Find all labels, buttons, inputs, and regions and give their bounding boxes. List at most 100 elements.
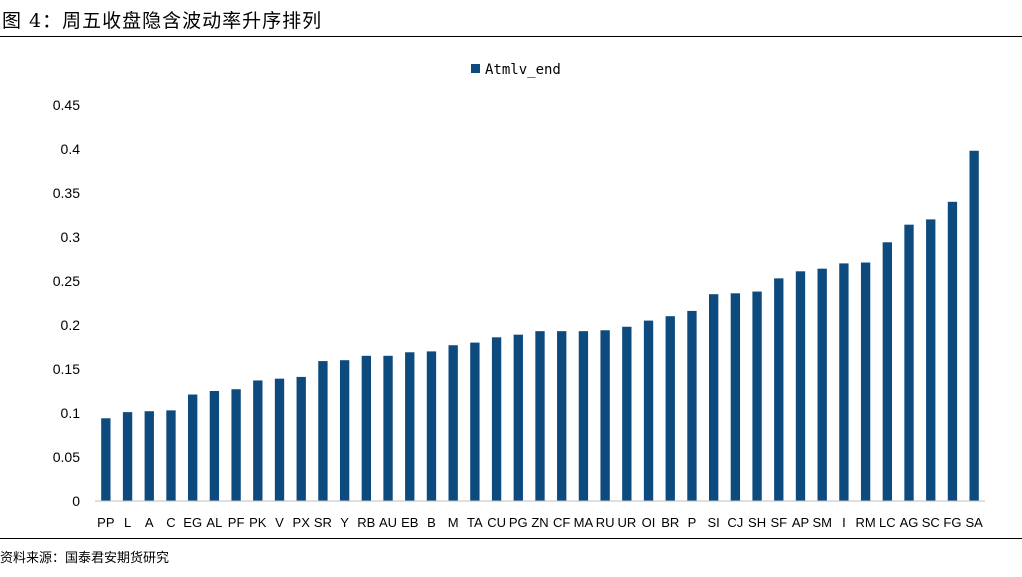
x-tick-label: FG xyxy=(943,515,961,530)
bar-y xyxy=(339,360,350,501)
x-tick-label: ZN xyxy=(531,515,548,530)
x-tick-label: MA xyxy=(574,515,594,530)
y-tick-label: 0.45 xyxy=(53,97,80,113)
title-bar: 图 4：周五收盘隐含波动率升序排列 xyxy=(0,0,1022,37)
bar-al xyxy=(209,391,220,501)
y-tick-label: 0.15 xyxy=(53,361,80,377)
x-tick-label: V xyxy=(275,515,284,530)
legend-swatch xyxy=(471,64,480,73)
bar-v xyxy=(274,378,285,501)
x-tick-label: CJ xyxy=(727,515,743,530)
bar-ap xyxy=(795,271,806,501)
bar-si xyxy=(708,294,719,501)
bar-m xyxy=(448,345,458,501)
bar-sa xyxy=(969,150,979,501)
x-tick-label: PK xyxy=(249,515,267,530)
y-tick-label: 0.3 xyxy=(61,229,81,245)
y-tick-label: 0.2 xyxy=(61,317,81,333)
x-tick-label: RM xyxy=(856,515,876,530)
bar-c xyxy=(166,410,176,501)
x-tick-label: PP xyxy=(97,515,114,530)
bar-pk xyxy=(253,380,263,501)
x-tick-label: SH xyxy=(748,515,766,530)
bar-br xyxy=(665,316,675,501)
bar-eb xyxy=(405,352,415,501)
y-tick-label: 0.35 xyxy=(53,185,80,201)
bar-rm xyxy=(860,262,871,501)
x-tick-label: P xyxy=(688,515,697,530)
x-tick-label: RU xyxy=(596,515,615,530)
bar-cu xyxy=(491,337,502,501)
bar-l xyxy=(122,412,133,501)
x-tick-label: L xyxy=(124,515,131,530)
x-tick-label: PF xyxy=(228,515,245,530)
x-tick-label: LC xyxy=(879,515,896,530)
bar-i xyxy=(839,263,849,501)
x-tick-label: SA xyxy=(965,515,983,530)
y-tick-label: 0.1 xyxy=(61,405,81,421)
x-tick-label: Y xyxy=(340,515,349,530)
bar-sr xyxy=(318,361,328,501)
bar-au xyxy=(383,355,393,501)
x-tick-label: I xyxy=(842,515,846,530)
x-tick-label: CF xyxy=(553,515,570,530)
bar-sm xyxy=(817,268,827,501)
x-tick-label: B xyxy=(427,515,436,530)
y-tick-label: 0.4 xyxy=(61,141,81,157)
source-note: 资料来源：国泰君安期货研究 xyxy=(0,551,170,566)
x-tick-label: AP xyxy=(792,515,809,530)
x-tick-label: BR xyxy=(661,515,679,530)
x-tick-label: EB xyxy=(401,515,418,530)
bar-ma xyxy=(578,331,589,501)
bar-sh xyxy=(752,291,762,501)
x-tick-label: AG xyxy=(900,515,919,530)
bar-cf xyxy=(557,331,567,501)
bar-eg xyxy=(188,394,198,501)
bar-ag xyxy=(904,224,914,501)
bar-pg xyxy=(513,334,523,501)
x-tick-label: SF xyxy=(770,515,787,530)
x-tick-label: OI xyxy=(642,515,656,530)
x-tick-label: AU xyxy=(379,515,397,530)
bar-px xyxy=(296,376,306,501)
x-tick-label: PX xyxy=(293,515,311,530)
bar-ru xyxy=(600,330,610,501)
x-tick-label: PG xyxy=(509,515,528,530)
bar-a xyxy=(144,411,154,501)
bar-lc xyxy=(882,242,892,501)
bar-sf xyxy=(774,278,784,501)
x-tick-label: UR xyxy=(617,515,636,530)
bar-rb xyxy=(361,355,372,501)
bar-sc xyxy=(926,219,936,501)
y-tick-label: 0.25 xyxy=(53,273,80,289)
x-tick-label: EG xyxy=(183,515,202,530)
bar-cj xyxy=(730,293,741,501)
x-axis: PP L A C EG AL PF PK V PX SR Y RB AU EB B M TA CU PG ZN CF MA R… xyxy=(95,500,985,530)
chart-legend: Atmlv_end xyxy=(471,62,561,78)
bar-zn xyxy=(535,331,545,501)
x-tick-label: M xyxy=(448,515,459,530)
y-axis: 0 0.05 0.1 0.15 0.2 0.25 0.3 0.35 0.4 0.45 xyxy=(53,97,80,509)
source-bar: 资料来源：国泰君安期货研究 xyxy=(0,538,1022,577)
x-tick-label: SC xyxy=(922,515,940,530)
x-tick-label: C xyxy=(166,515,175,530)
x-tick-label: AL xyxy=(206,515,222,530)
legend-label: Atmlv_end xyxy=(485,62,561,78)
bar-fg xyxy=(947,201,958,502)
x-tick-label: SM xyxy=(812,515,832,530)
x-tick-label: SR xyxy=(314,515,332,530)
bar-pf xyxy=(231,389,241,501)
y-tick-label: 0 xyxy=(72,493,80,509)
bar-series xyxy=(101,150,979,502)
x-tick-label: SI xyxy=(708,515,720,530)
bar-chart: Atmlv_end 00.050.10.150.20.250.30.350.40… xyxy=(53,62,985,530)
x-tick-label: RB xyxy=(357,515,375,530)
bar-p xyxy=(687,310,697,501)
bar-ta xyxy=(470,342,480,501)
bar-oi xyxy=(643,320,654,501)
bar-pp xyxy=(101,418,111,501)
figure-title: 图 4：周五收盘隐含波动率升序排列 xyxy=(2,10,323,32)
x-tick-label: CU xyxy=(487,515,506,530)
y-tick-label: 0.05 xyxy=(53,449,80,465)
x-tick-label: TA xyxy=(467,515,483,530)
